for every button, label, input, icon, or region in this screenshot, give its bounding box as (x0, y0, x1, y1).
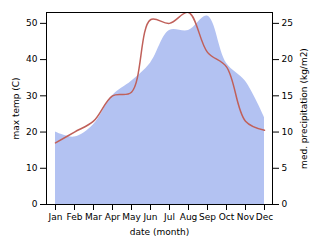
svg-text:Dec: Dec (256, 212, 273, 222)
svg-text:20: 20 (282, 54, 294, 64)
svg-text:5: 5 (282, 163, 288, 173)
svg-text:Apr: Apr (105, 212, 121, 222)
svg-text:Jan: Jan (48, 212, 63, 222)
svg-text:Nov: Nov (237, 212, 255, 222)
svg-text:Sep: Sep (199, 212, 216, 222)
svg-text:date (month): date (month) (130, 227, 189, 237)
svg-text:15: 15 (282, 91, 293, 101)
svg-text:Mar: Mar (85, 212, 102, 222)
svg-text:max temp (C): max temp (C) (11, 77, 21, 139)
svg-text:med. precipitation (kg/m2): med. precipitation (kg/m2) (299, 48, 309, 169)
svg-text:10: 10 (26, 163, 38, 173)
svg-text:0: 0 (282, 199, 288, 209)
svg-text:20: 20 (26, 127, 38, 137)
svg-text:25: 25 (282, 18, 293, 28)
svg-text:May: May (122, 212, 141, 222)
svg-text:Oct: Oct (219, 212, 235, 222)
svg-text:50: 50 (26, 18, 38, 28)
svg-text:Aug: Aug (180, 212, 198, 222)
svg-text:40: 40 (26, 54, 38, 64)
svg-text:30: 30 (26, 91, 38, 101)
svg-text:0: 0 (32, 199, 38, 209)
svg-text:Jun: Jun (142, 212, 157, 222)
svg-text:Feb: Feb (67, 212, 83, 222)
svg-text:Jul: Jul (163, 212, 175, 222)
svg-text:10: 10 (282, 127, 294, 137)
